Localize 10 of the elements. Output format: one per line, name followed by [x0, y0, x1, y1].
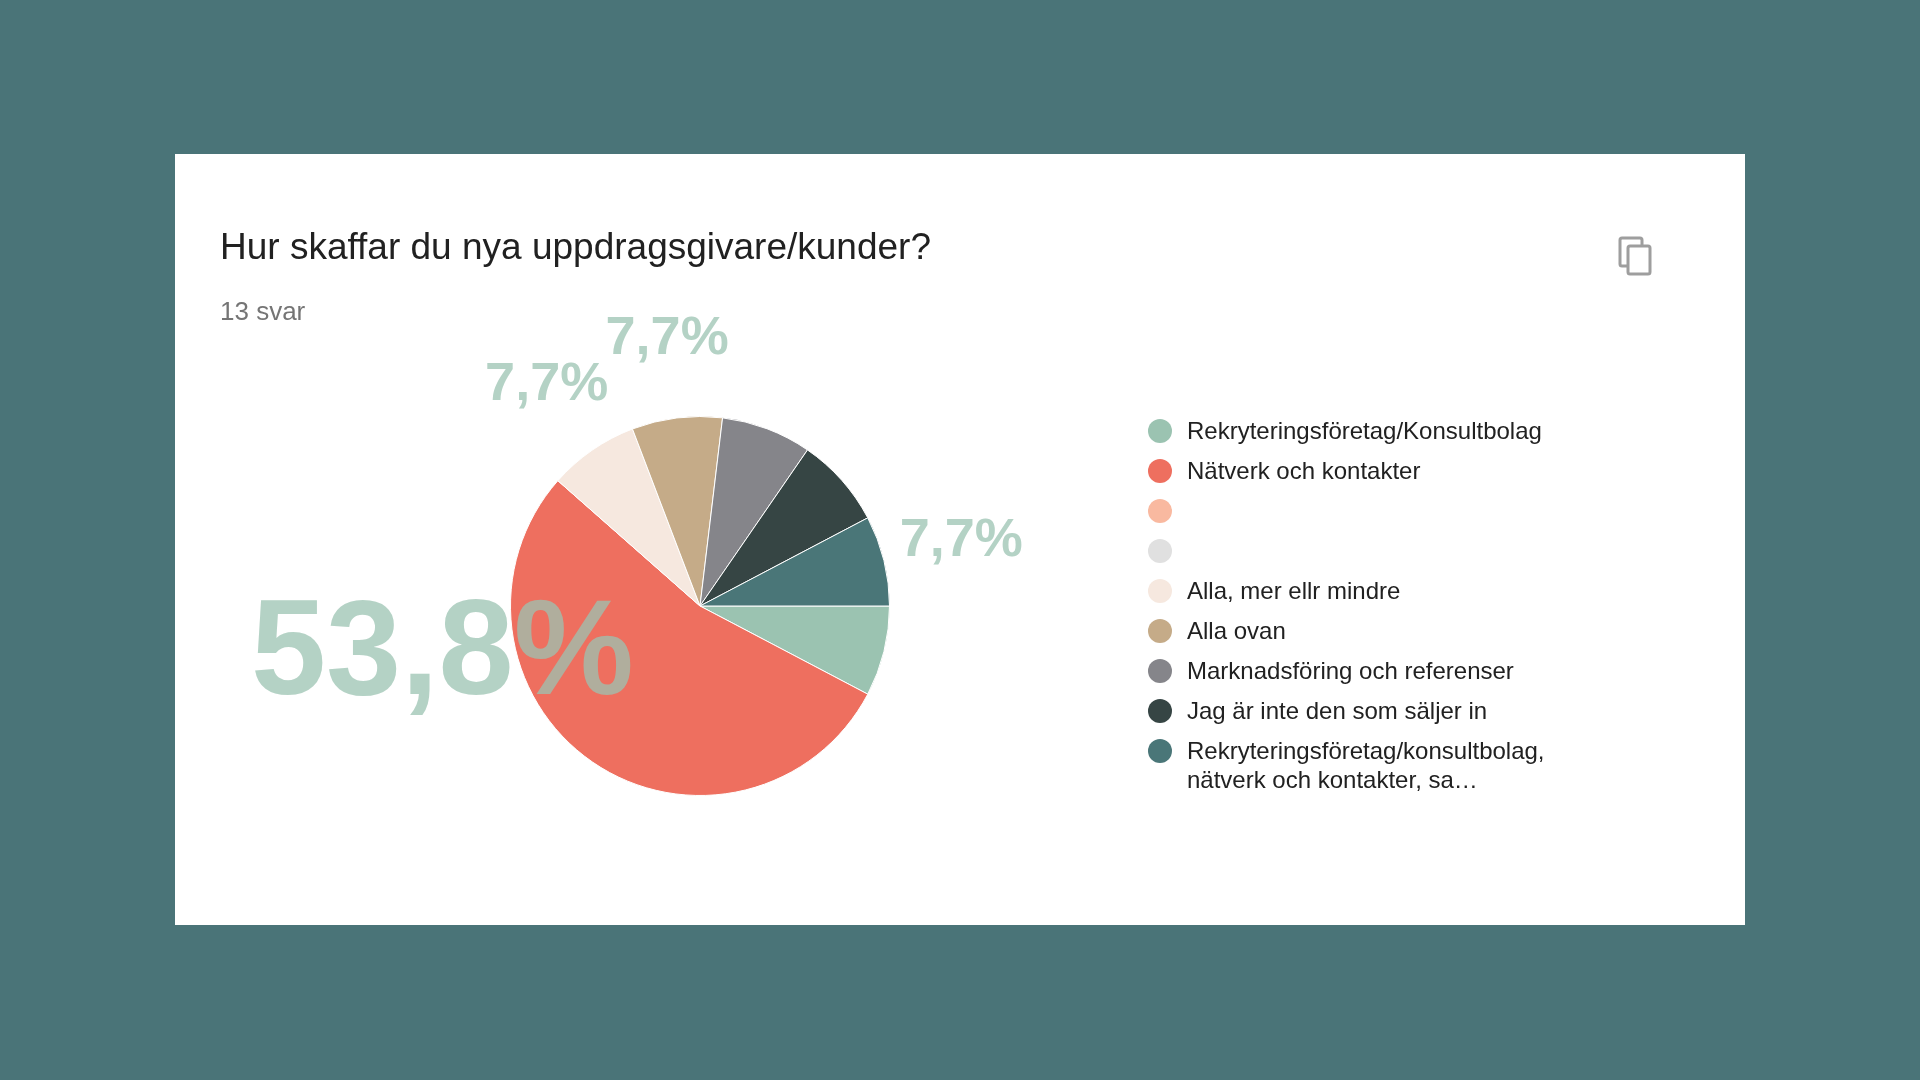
legend-label: Alla, mer ellr mindre — [1187, 576, 1401, 605]
chart-subtitle: 13 svar — [220, 296, 306, 327]
legend-label: Rekryteringsföretag/konsultbolag, nätverk och kontakter, sa… — [1187, 736, 1546, 794]
legend-label: Alla ovan — [1187, 616, 1286, 645]
legend-label: Rekryteringsföretag/Konsultbolag — [1187, 416, 1542, 445]
legend-label: Marknadsföring och referenser — [1187, 656, 1514, 685]
legend-label: Jag är inte den som säljer in — [1187, 696, 1488, 725]
chart-title: Hur skaffar du nya uppdragsgivare/kunder? — [220, 226, 931, 268]
legend-label: Nätverk och kontakter — [1187, 456, 1421, 485]
data-label: 7,7% — [899, 507, 1023, 568]
